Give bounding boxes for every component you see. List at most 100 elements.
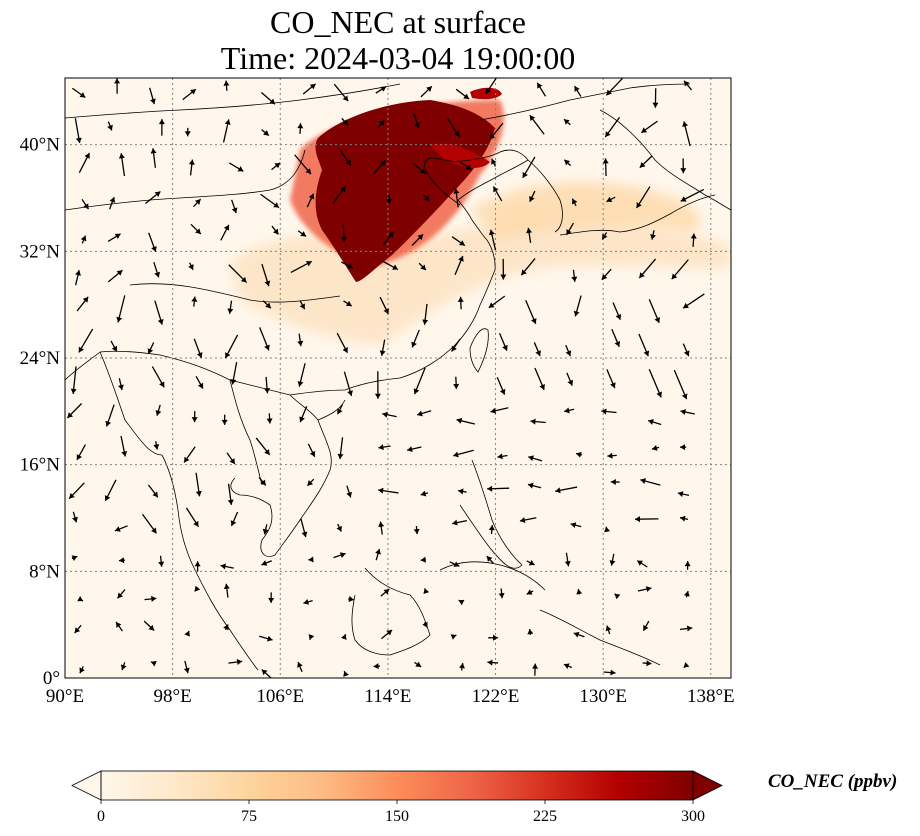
map-title-line-2: Time: 2024-03-04 19:00:00: [220, 40, 576, 76]
wind-arrow: [338, 148, 352, 166]
plume-bay: [430, 143, 490, 168]
wind-arrow: [104, 479, 117, 502]
wind-arrow: [259, 635, 273, 642]
colorbar: 0 75 150 225 300: [71, 770, 723, 825]
wind-arrow: [332, 185, 347, 205]
wind-arrow: [679, 625, 693, 632]
wind-arrow: [188, 262, 194, 271]
wind-arrow: [459, 663, 465, 671]
wind-arrow: [570, 522, 582, 529]
wind-arrow: [183, 446, 196, 463]
wind-arrow: [184, 127, 191, 137]
wind-arrow: [457, 159, 472, 171]
wind-arrow: [488, 634, 499, 641]
wind-arrow: [182, 88, 197, 101]
wind-arrow: [381, 629, 393, 640]
gridlines: [65, 78, 731, 678]
wind-arrow: [639, 155, 653, 169]
wind-arrow: [155, 404, 162, 416]
wind-arrow: [70, 366, 77, 394]
lon-tick-label: 130°E: [579, 686, 627, 707]
wind-arrow: [603, 669, 616, 676]
wind-arrow: [228, 162, 244, 172]
colorbar-gradient: [101, 771, 693, 800]
wind-arrow: [227, 300, 234, 314]
wind-arrow: [571, 198, 578, 207]
wind-arrow: [453, 188, 460, 208]
wind-arrow: [191, 411, 198, 423]
wind-arrow: [118, 153, 126, 177]
wind-arrow: [153, 441, 160, 450]
wind-arrow: [223, 624, 229, 631]
wind-arrow: [520, 258, 536, 276]
wind-arrow: [530, 418, 546, 425]
wind-arrow: [71, 87, 86, 98]
colorbar-ticks: 0 75 150 225 300: [97, 800, 705, 825]
wind-arrow: [638, 258, 657, 279]
wind-arrow: [492, 186, 503, 202]
wind-arrow: [650, 230, 656, 240]
wind-arrow: [341, 224, 348, 243]
wind-arrow: [343, 300, 353, 307]
wind-arrow: [458, 599, 465, 606]
map-title-line-1: CO_NEC at surface: [270, 4, 526, 40]
wind-arrow: [377, 119, 385, 129]
wind-arrow: [423, 588, 430, 595]
wind-arrow: [77, 595, 84, 602]
wind-arrow: [188, 159, 195, 176]
wind-arrow: [680, 158, 687, 174]
colorbar-tick-label: 225: [533, 808, 557, 825]
wind-arrow: [565, 222, 575, 236]
wind-arrow: [378, 444, 391, 451]
wind-arrow: [605, 78, 623, 96]
wind-arrow: [682, 343, 690, 357]
wind-arrow: [290, 260, 313, 273]
wind-arrow: [533, 342, 541, 357]
wind-arrow: [373, 663, 381, 670]
wind-arrow: [107, 269, 123, 283]
wind-arrow: [528, 455, 543, 462]
wind-arrow: [222, 119, 231, 143]
wind-arrow: [500, 258, 507, 280]
wind-arrow: [150, 148, 157, 168]
colorbar-label: CO_NEC (ppbv): [768, 771, 898, 792]
wind-arrow: [450, 634, 457, 640]
colorbar-tick-label: 0: [97, 808, 105, 825]
wind-arrow: [375, 86, 387, 94]
wind-arrow: [607, 452, 617, 459]
wind-arrow: [682, 121, 691, 147]
wind-arrow: [220, 563, 234, 570]
wind-arrow: [307, 443, 316, 458]
wind-arrow: [259, 327, 270, 351]
lon-tick-label: 98°E: [154, 686, 192, 707]
wind-arrow: [308, 556, 314, 563]
wind-arrow: [677, 491, 690, 497]
wind-arrow: [151, 366, 165, 388]
wind-arrow: [635, 516, 659, 523]
wind-arrow: [413, 526, 420, 535]
wind-arrow: [636, 560, 648, 568]
wind-arrow: [519, 517, 537, 523]
lon-tick-label: 114°E: [364, 686, 411, 707]
wind-arrow: [333, 552, 346, 559]
wind-arrow: [682, 293, 705, 309]
wind-arrow: [420, 85, 433, 98]
wind-arrow: [379, 296, 390, 315]
wind-arrow: [299, 406, 308, 423]
coastlines: [65, 83, 731, 671]
wind-arrow: [683, 80, 693, 91]
wind-arrow: [382, 231, 394, 246]
wind-arrow: [491, 158, 497, 167]
wind-arrow: [648, 368, 662, 398]
wind-arrow: [456, 417, 476, 425]
wind-arrow: [529, 114, 545, 135]
wind-arrow: [79, 666, 85, 674]
wind-arrow: [642, 660, 652, 667]
wind-arrow: [120, 435, 128, 457]
wind-arrow: [601, 268, 612, 281]
wind-arrow: [534, 367, 545, 391]
wind-arrow: [458, 488, 467, 495]
wind-arrow: [107, 121, 113, 131]
wind-arrow: [536, 82, 547, 97]
wind-arrow: [76, 444, 86, 461]
